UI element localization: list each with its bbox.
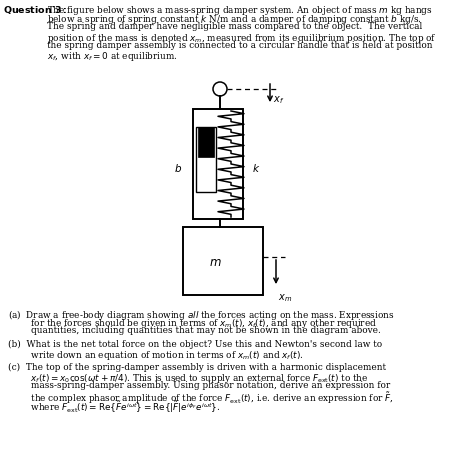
Text: $b$: $b$ (174, 162, 182, 174)
Text: $\mathbf{Question\ 3:}$: $\mathbf{Question\ 3:}$ (3, 4, 67, 16)
Bar (198, 128, 214, 158)
Text: for the forces should be given in terms of $x_m(t)$, $x_f(t)$, and any other req: for the forces should be given in terms … (8, 316, 377, 329)
Bar (196, 128, 216, 193)
Text: quantities, including quantities that may not be shown in the diagram above.: quantities, including quantities that ma… (8, 325, 381, 334)
Text: (c)  The top of the spring-damper assembly is driven with a harmonic displacemen: (c) The top of the spring-damper assembl… (8, 362, 386, 371)
Bar (193, 110, 243, 219)
Text: the complex phasor amplitude of the force $F_{\mathrm{ext}}(t)$, i.e. derive an : the complex phasor amplitude of the forc… (8, 389, 393, 405)
Bar (183, 227, 263, 295)
Text: position of the mass is denoted $x_m$, measured from its equilibrium position. T: position of the mass is denoted $x_m$, m… (47, 31, 437, 44)
Text: the spring damper assembly is connected to a circular handle that is held at pos: the spring damper assembly is connected … (47, 41, 432, 50)
Text: mass-spring-damper assembly. Using phasor notation, derive an expression for: mass-spring-damper assembly. Using phaso… (8, 380, 390, 389)
Text: $x_f$, with $x_f = 0$ at equilibrium.: $x_f$, with $x_f = 0$ at equilibrium. (47, 50, 178, 63)
Text: $m$: $m$ (209, 255, 221, 268)
Text: $k$: $k$ (252, 162, 260, 174)
Text: below a spring of spring constant $k$ N/m and a damper of damping constant $b$ k: below a spring of spring constant $k$ N/… (47, 13, 422, 26)
Text: (a)  Draw a free-body diagram showing $\mathit{all}$ the forces acting on the ma: (a) Draw a free-body diagram showing $\m… (8, 307, 394, 321)
Text: $x_m$: $x_m$ (278, 291, 292, 303)
Text: $x_f$: $x_f$ (273, 94, 284, 106)
Text: The spring and damper have negligible mass compared to the object.  The vertical: The spring and damper have negligible ma… (47, 22, 422, 31)
Text: $x_f(t) = x_0\cos(\omega t + \pi/4)$. This is used to supply an external force $: $x_f(t) = x_0\cos(\omega t + \pi/4)$. Th… (8, 371, 369, 384)
Text: write down an equation of motion in terms of $x_m(t)$ and $x_f(t)$.: write down an equation of motion in term… (8, 348, 304, 361)
Text: The figure below shows a mass-spring damper system. An object of mass $m$ kg han: The figure below shows a mass-spring dam… (47, 4, 433, 17)
Text: where $F_{\mathrm{ext}}(t) = \mathrm{Re}\{\tilde{F}e^{i\omega t}\} = \mathrm{Re}: where $F_{\mathrm{ext}}(t) = \mathrm{Re}… (8, 398, 220, 414)
Text: (b)  What is the net total force on the object? Use this and Newton's second law: (b) What is the net total force on the o… (8, 339, 382, 348)
